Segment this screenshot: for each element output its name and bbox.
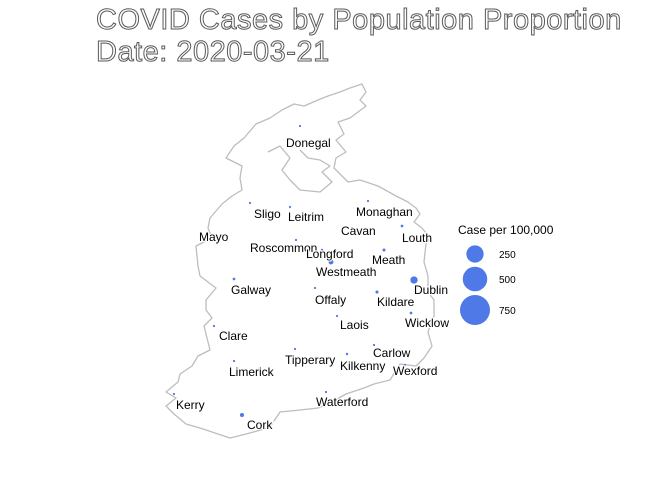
bubble-tipperary	[293, 347, 297, 351]
bubble-louth	[400, 224, 404, 228]
bubble-longford	[320, 248, 324, 252]
bubble-clare	[212, 324, 216, 328]
bubble-roscommon	[294, 238, 298, 242]
bubble-sligo	[248, 201, 252, 205]
bubble-carlow	[372, 343, 376, 347]
bubble-laois	[335, 314, 339, 318]
label-kildare: Kildare	[377, 295, 415, 309]
bubble-dublin	[410, 276, 418, 284]
label-kilkenny: Kilkenny	[340, 359, 385, 373]
label-monaghan: Monaghan	[356, 205, 413, 219]
label-roscommon: Roscommon	[250, 241, 317, 255]
bubble-meath	[382, 248, 386, 252]
legend-bubble-500	[462, 266, 488, 292]
bubble-leitrim	[288, 205, 292, 209]
legend-bubble-250	[466, 245, 484, 263]
label-waterford: Waterford	[316, 395, 368, 409]
legend-bubble-750	[460, 295, 490, 325]
label-meath: Meath	[372, 253, 405, 267]
label-carlow: Carlow	[373, 346, 411, 360]
label-clare: Clare	[219, 329, 248, 343]
bubble-monaghan	[366, 199, 370, 203]
bubble-wexford	[403, 363, 407, 367]
label-wicklow: Wicklow	[405, 316, 449, 330]
bubble-offaly	[313, 286, 317, 290]
label-louth: Louth	[402, 231, 432, 245]
bubble-cavan	[350, 226, 354, 230]
bubble-westmeath	[328, 259, 334, 265]
bubble-wicklow	[409, 311, 413, 315]
legend-label-750: 750	[499, 306, 516, 317]
map-subtitle: Date: 2020-03-21	[96, 36, 330, 68]
label-tipperary: Tipperary	[285, 353, 335, 367]
bubble-kerry	[172, 392, 176, 396]
label-wexford: Wexford	[393, 364, 437, 378]
map-title: COVID Cases by Population Proportion	[96, 4, 622, 36]
bubble-kildare	[375, 290, 379, 294]
label-limerick: Limerick	[229, 365, 275, 379]
bubble-galway	[232, 277, 236, 281]
label-longford: Longford	[306, 247, 353, 261]
legend-title: Case per 100,000	[458, 223, 554, 237]
label-dublin: Dublin	[414, 283, 448, 297]
label-cork: Cork	[247, 418, 273, 432]
label-sligo: Sligo	[254, 207, 281, 221]
label-mayo: Mayo	[199, 230, 229, 244]
label-laois: Laois	[340, 318, 369, 332]
label-cavan: Cavan	[341, 224, 376, 238]
map-legend: Case per 100,000 250 500 750	[458, 223, 554, 325]
legend-label-500: 500	[499, 275, 516, 286]
bubble-waterford	[324, 390, 328, 394]
bubble-donegal	[298, 124, 302, 128]
bubble-kilkenny	[345, 352, 349, 356]
label-leitrim: Leitrim	[288, 210, 324, 224]
label-westmeath: Westmeath	[316, 265, 376, 279]
label-kerry: Kerry	[176, 398, 205, 412]
label-offaly: Offaly	[315, 293, 346, 307]
legend-label-250: 250	[499, 250, 516, 261]
label-donegal: Donegal	[286, 136, 331, 150]
label-galway: Galway	[231, 283, 271, 297]
ireland-outline	[165, 83, 435, 439]
bubble-cork	[239, 412, 245, 418]
bubble-limerick	[232, 359, 236, 363]
